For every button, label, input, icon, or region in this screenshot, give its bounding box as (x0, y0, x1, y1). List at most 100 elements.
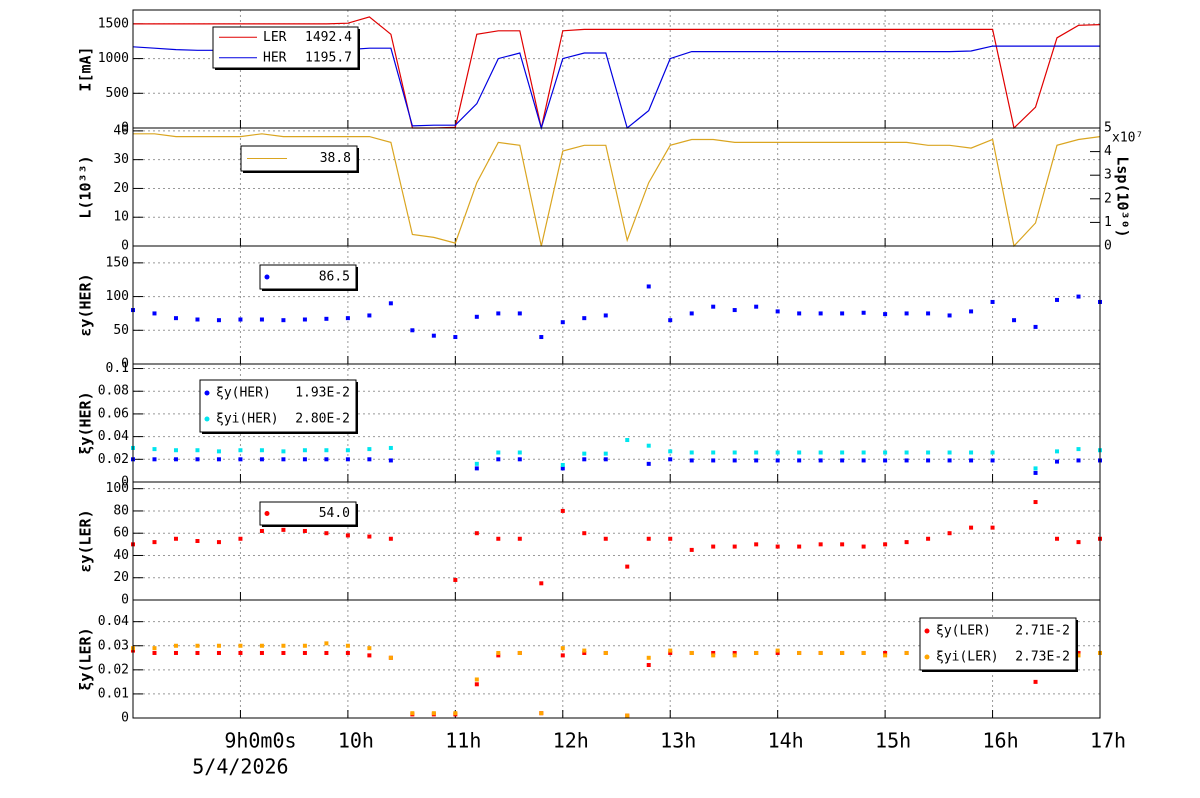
legend-swatch (264, 274, 270, 280)
y2-tick-label: 2 (1104, 191, 1112, 206)
point (840, 311, 845, 316)
point (797, 544, 802, 549)
point (883, 312, 888, 317)
point (302, 448, 307, 453)
point (216, 540, 221, 545)
point (883, 542, 888, 547)
point (324, 457, 329, 462)
point (1033, 324, 1038, 329)
y2-tick-label: 4 (1104, 144, 1112, 159)
point (474, 677, 479, 682)
point (195, 650, 200, 655)
point (345, 457, 350, 462)
x-date-label: 5/4/2026 (192, 755, 288, 779)
point (517, 311, 522, 316)
y-tick-label: 1500 (98, 16, 129, 31)
point (711, 450, 716, 455)
point (388, 536, 393, 541)
point (797, 650, 802, 655)
point (625, 564, 630, 569)
point (431, 333, 436, 338)
point (732, 308, 737, 313)
x-tick-label: 17h (1090, 729, 1126, 753)
legend-label: ξy(LER) (936, 624, 991, 639)
point (474, 314, 479, 319)
y-tick-label: 0.04 (98, 614, 129, 629)
point (173, 457, 178, 462)
y-tick-label: 150 (106, 255, 129, 270)
point (797, 450, 802, 455)
point (1033, 470, 1038, 475)
y-tick-label: 10 (113, 210, 129, 225)
point (1055, 449, 1060, 454)
point (152, 447, 157, 452)
point (668, 648, 673, 653)
point (861, 310, 866, 315)
point (152, 457, 157, 462)
y2-tick-label: 1 (1104, 215, 1112, 230)
point (732, 650, 737, 655)
legend-value: 1.93E-2 (295, 386, 350, 401)
y-tick-label: 100 (106, 481, 129, 496)
point (754, 304, 759, 309)
point (367, 457, 372, 462)
point (496, 457, 501, 462)
point (238, 457, 243, 462)
point (711, 653, 716, 658)
point (496, 650, 501, 655)
y-tick-label: 100 (106, 289, 129, 304)
x-tick-label: 14h (768, 729, 804, 753)
point (345, 533, 350, 538)
point (754, 458, 759, 463)
point (345, 448, 350, 453)
point (345, 316, 350, 321)
point (861, 450, 866, 455)
point (195, 448, 200, 453)
point (646, 284, 651, 289)
point (625, 438, 630, 443)
point (840, 650, 845, 655)
point (281, 643, 286, 648)
point (603, 650, 608, 655)
y-tick-label: 0 (121, 357, 129, 372)
y-tick-label: 50 (113, 323, 129, 338)
point (259, 650, 264, 655)
point (668, 449, 673, 454)
point (1076, 447, 1081, 452)
point (388, 458, 393, 463)
point (603, 536, 608, 541)
y-tick-label: 20 (113, 181, 129, 196)
point (302, 650, 307, 655)
point (754, 542, 759, 547)
point (883, 650, 888, 655)
point (560, 462, 565, 467)
point (560, 466, 565, 471)
point (904, 450, 909, 455)
point (775, 544, 780, 549)
y-tick-label: 0 (121, 711, 129, 726)
legend-value: 2.71E-2 (1015, 624, 1070, 639)
point (173, 536, 178, 541)
x-tick-label: 11h (445, 729, 481, 753)
point (281, 457, 286, 462)
legend-swatch (924, 628, 930, 634)
y-axis-title: εy(HER) (77, 273, 95, 336)
point (431, 711, 436, 716)
legend-value: 54.0 (319, 506, 350, 521)
point (732, 458, 737, 463)
point (517, 536, 522, 541)
point (1055, 297, 1060, 302)
point (818, 311, 823, 316)
point (410, 711, 415, 716)
y2-tick-label: 3 (1104, 168, 1112, 183)
point (560, 508, 565, 513)
point (711, 650, 716, 655)
y2-tick-label: 5 (1104, 121, 1112, 136)
point (646, 536, 651, 541)
point (582, 650, 587, 655)
point (367, 447, 372, 452)
x-tick-label: 10h (338, 729, 374, 753)
point (324, 316, 329, 321)
point (238, 448, 243, 453)
legend-value: 2.80E-2 (295, 412, 350, 427)
